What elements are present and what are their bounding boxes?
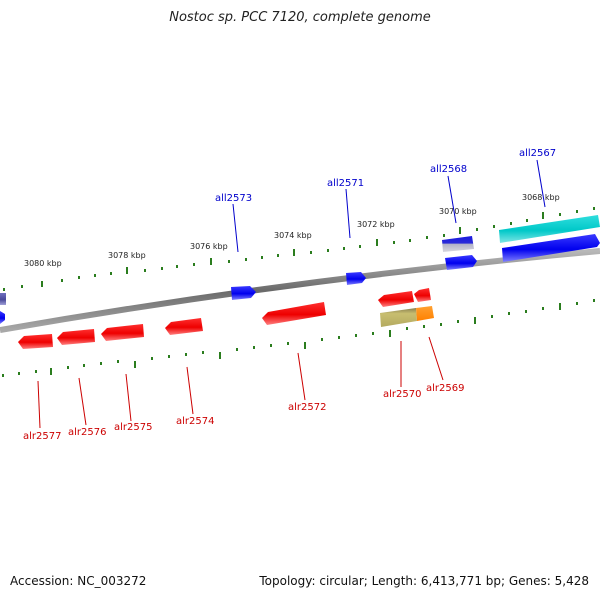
scale-label: 3074 kbp xyxy=(274,231,312,240)
gene-arrow-alr2576[interactable] xyxy=(57,329,95,345)
gene-label-alr2576[interactable]: alr2576 xyxy=(68,427,106,438)
gene-label-alr2570[interactable]: alr2570 xyxy=(383,389,421,400)
gene-label-all2567[interactable]: all2567 xyxy=(519,148,556,159)
gene-label-alr2577[interactable]: alr2577 xyxy=(23,431,61,442)
scale-label: 3076 kbp xyxy=(190,242,228,251)
minus-label-leaders xyxy=(37,336,444,429)
gene-arrow-all2567-b[interactable] xyxy=(502,234,600,262)
gene-arrow-alr2577[interactable] xyxy=(18,334,53,349)
gene-label-alr2572[interactable]: alr2572 xyxy=(288,402,326,413)
gene-arrow-alr2569[interactable] xyxy=(416,306,434,321)
scale-label: 3068 kbp xyxy=(522,193,560,202)
scale-label: 3078 kbp xyxy=(108,251,146,260)
gene-label-alr2569[interactable]: alr2569 xyxy=(426,383,464,394)
gene-arrow-alr2572[interactable] xyxy=(262,302,326,325)
gene-arrow-all2571[interactable] xyxy=(346,272,366,285)
accession-text: Accession: NC_003272 xyxy=(10,574,147,588)
gene-label-all2571[interactable]: all2571 xyxy=(327,178,364,189)
scale-labels: 3080 kbp 3078 kbp 3076 kbp 3074 kbp 3072… xyxy=(24,193,560,268)
scale-label: 3080 kbp xyxy=(24,259,62,268)
gene-arrow-alr2570-a[interactable] xyxy=(378,291,414,307)
plus-label-leaders xyxy=(232,159,546,253)
gene-arrow-alr2570-c[interactable] xyxy=(380,308,417,327)
gene-arrow-alr2575[interactable] xyxy=(101,324,144,341)
gene-arrow-alr2570-b[interactable] xyxy=(414,288,431,302)
genome-summary-text: Topology: circular; Length: 6,413,771 bp… xyxy=(259,574,589,588)
genome-title: Nostoc sp. PCC 7120, complete genome xyxy=(169,10,431,25)
scale-track-inner xyxy=(2,299,595,377)
gene-arrow-alr2574[interactable] xyxy=(165,318,203,335)
gene-arrow-all2567-a[interactable] xyxy=(499,215,600,243)
gene-arrow-partial-left-blue[interactable] xyxy=(0,311,5,324)
gene-arrow-partial-left[interactable] xyxy=(0,293,6,305)
plus-strand-genes xyxy=(0,215,600,305)
plus-gene-labels: all2573 all2571 all2568 all2567 xyxy=(215,148,556,204)
scale-track-outer xyxy=(3,207,595,291)
minus-strand-genes xyxy=(0,288,434,349)
gene-label-all2568[interactable]: all2568 xyxy=(430,164,467,175)
gene-arrow-all2573[interactable] xyxy=(231,286,256,300)
gene-label-alr2574[interactable]: alr2574 xyxy=(176,416,214,427)
gene-label-alr2575[interactable]: alr2575 xyxy=(114,422,152,433)
scale-label: 3070 kbp xyxy=(439,207,477,216)
minus-gene-labels: alr2577 alr2576 alr2575 alr2574 alr2572 … xyxy=(23,383,464,442)
gene-arrow-all2568-b[interactable] xyxy=(445,255,477,270)
gene-label-all2573[interactable]: all2573 xyxy=(215,193,252,204)
scale-label: 3072 kbp xyxy=(357,220,395,229)
gene-arrow-all2568-a[interactable] xyxy=(442,236,474,252)
